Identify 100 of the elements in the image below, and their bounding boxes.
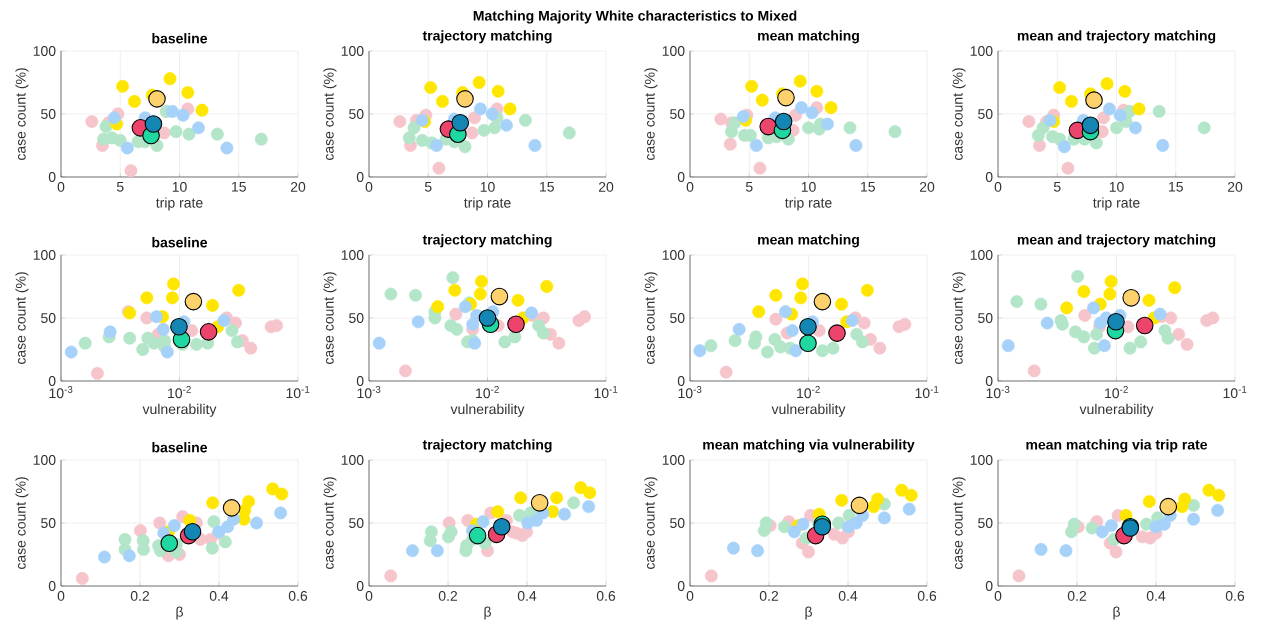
x-tick-label: 15 <box>540 181 554 192</box>
chart-title: baseline <box>152 442 208 453</box>
y-axis-title: case count (%) <box>952 68 966 161</box>
x-tick-label: 20 <box>1227 181 1243 192</box>
x-axis-title: vulnerability <box>450 403 525 417</box>
x-tick-label: 0 <box>994 181 1002 192</box>
y-tick-label: 50 <box>349 313 364 323</box>
x-axis-title: trip rate <box>155 197 203 211</box>
y-tick-label: 0 <box>356 376 364 386</box>
x-axis-title: trip rate <box>463 197 511 211</box>
x-tick-label: 15 <box>1169 181 1183 192</box>
x-tick-label: 10 <box>480 181 495 192</box>
x-tick-label: 0.4 <box>517 590 537 601</box>
x-axis-title: β <box>1113 606 1120 620</box>
x-tick-label: 5 <box>1053 181 1061 192</box>
x-tick-label: 10$^{-1}$ <box>1223 385 1247 399</box>
y-axis-title: case count (%) <box>323 477 337 570</box>
y-tick-label: 100 <box>341 455 364 465</box>
x-tick-label: 0.2 <box>438 590 458 601</box>
x-axis-title: β <box>484 606 491 620</box>
chart-title: mean matching via trip rate <box>1026 439 1208 453</box>
y-tick-label: 50 <box>349 109 364 119</box>
x-tick-label: 10$^{-3}$ <box>678 385 702 399</box>
x-tick-label: 0.2 <box>759 590 779 601</box>
text: Matching Majority White characteristics to Mixed <box>473 10 797 24</box>
x-axis-title: β <box>805 606 812 620</box>
y-tick-label: 0 <box>356 581 364 591</box>
x-axis-title: vulnerability <box>771 403 846 417</box>
y-axis-title: case count (%) <box>952 477 966 570</box>
x-tick-label: 10$^{-3}$ <box>986 385 1010 399</box>
x-tick-label: 0 <box>57 181 65 192</box>
x-tick-label: 10$^{-2}$ <box>797 385 820 399</box>
x-tick-label: 0 <box>365 181 373 192</box>
y-axis-title: case count (%) <box>644 477 658 570</box>
y-tick-label: 100 <box>662 455 685 465</box>
y-tick-label: 0 <box>677 172 685 182</box>
x-tick-label: 10$^{-1}$ <box>594 385 618 399</box>
y-tick-label: 0 <box>985 581 993 591</box>
x-tick-label: 10$^{-1}$ <box>286 385 310 399</box>
chart-title: trajectory matching <box>422 30 552 44</box>
y-tick-label: 0 <box>677 376 685 386</box>
y-axis-title: case count (%) <box>644 68 658 161</box>
chart-title: trajectory matching <box>422 234 552 248</box>
chart-title: mean matching via vulnerability <box>703 439 915 453</box>
x-tick-label: 0.6 <box>288 590 308 601</box>
x-tick-label: 10$^{-2}$ <box>168 385 191 399</box>
y-tick-label: 50 <box>670 313 685 323</box>
x-tick-label: 20 <box>598 181 614 192</box>
x-tick-label: 0.6 <box>596 590 616 601</box>
x-tick-label: 0.6 <box>917 590 937 601</box>
y-tick-label: 50 <box>670 518 685 528</box>
y-tick-label: 50 <box>670 109 685 119</box>
y-tick-label: 0 <box>985 172 993 182</box>
x-tick-label: 10$^{-2}$ <box>1105 385 1128 399</box>
x-tick-label: 0.2 <box>1067 590 1087 601</box>
y-tick-label: 100 <box>33 455 56 465</box>
y-tick-label: 50 <box>41 109 56 119</box>
x-tick-label: 10$^{-3}$ <box>49 385 73 399</box>
x-tick-label: 20 <box>919 181 935 192</box>
x-axis-title: vulnerability <box>1079 403 1154 417</box>
x-tick-label: 0 <box>365 590 373 601</box>
x-tick-label: 15 <box>232 181 246 192</box>
y-tick-label: 0 <box>356 172 364 182</box>
x-tick-label: 0.6 <box>1225 590 1245 601</box>
x-tick-label: 0 <box>994 590 1002 601</box>
y-tick-label: 50 <box>978 109 993 119</box>
y-tick-label: 50 <box>349 518 364 528</box>
y-axis-title: case count (%) <box>15 68 29 161</box>
y-tick-label: 50 <box>978 313 993 323</box>
chart-title: mean matching <box>758 234 859 248</box>
y-tick-label: 0 <box>48 376 56 386</box>
y-axis-title: case count (%) <box>15 272 29 365</box>
x-tick-label: 10$^{-2}$ <box>476 385 499 399</box>
y-axis-title: case count (%) <box>323 272 337 365</box>
x-axis-title: vulnerability <box>142 403 217 417</box>
chart-title: mean and trajectory matching <box>1017 30 1216 44</box>
x-tick-label: 0.4 <box>209 590 229 601</box>
y-tick-label: 100 <box>33 46 56 56</box>
x-tick-label: 0.4 <box>1146 590 1166 601</box>
chart-title: mean matching <box>758 30 859 44</box>
x-tick-label: 10$^{-3}$ <box>357 385 381 399</box>
x-tick-label: 0.2 <box>130 590 150 601</box>
chart-title: baseline <box>152 237 208 248</box>
x-tick-label: 10 <box>1109 181 1124 192</box>
x-tick-label: 20 <box>290 181 306 192</box>
x-tick-label: 0 <box>686 181 694 192</box>
x-tick-label: 0.4 <box>838 590 858 601</box>
y-tick-label: 100 <box>970 46 993 56</box>
y-axis-title: case count (%) <box>15 477 29 570</box>
y-tick-label: 50 <box>41 518 56 528</box>
x-tick-label: 10 <box>801 181 816 192</box>
chart-title: mean and trajectory matching <box>1017 234 1216 248</box>
y-tick-label: 100 <box>341 46 364 56</box>
y-tick-label: 50 <box>978 518 993 528</box>
x-tick-label: 5 <box>116 181 124 192</box>
x-tick-label: 10 <box>172 181 187 192</box>
chart-title: baseline <box>152 33 208 44</box>
chart-title: trajectory matching <box>422 439 552 453</box>
y-tick-label: 0 <box>48 172 56 182</box>
y-tick-label: 0 <box>677 581 685 591</box>
